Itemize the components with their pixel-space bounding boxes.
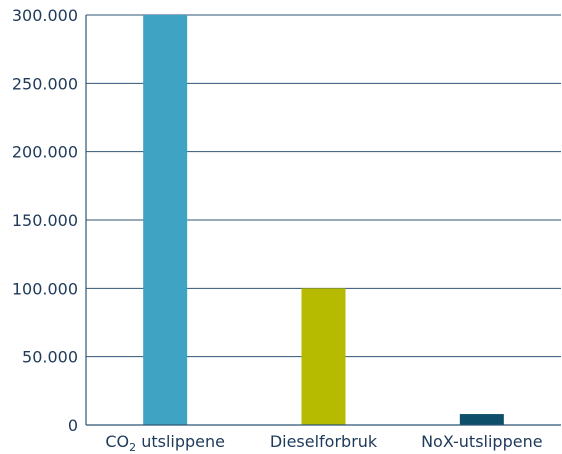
category-label: Dieselforbruk: [270, 432, 378, 451]
category-label: NoX-utslippene: [421, 432, 542, 451]
y-tick-label: 250.000: [12, 74, 78, 93]
y-tick-label: 300.000: [12, 6, 78, 25]
bar: [460, 414, 504, 425]
y-tick-label: 50.000: [22, 348, 78, 367]
bar: [302, 288, 346, 425]
category-label: CO2 utslippene: [105, 432, 225, 454]
category-labels: CO2 utslippene Dieselforbruk NoX-utslippen…: [105, 432, 542, 454]
y-tick-label: 0: [68, 416, 78, 435]
bar: [143, 15, 187, 425]
y-tick-label: 200.000: [12, 143, 78, 162]
y-tick-label: 100.000: [12, 279, 78, 298]
y-tick-labels: 0 50.000 100.000 150.000 200.000 250.000 300.0…: [12, 6, 78, 435]
y-tick-label: 150.000: [12, 211, 78, 230]
